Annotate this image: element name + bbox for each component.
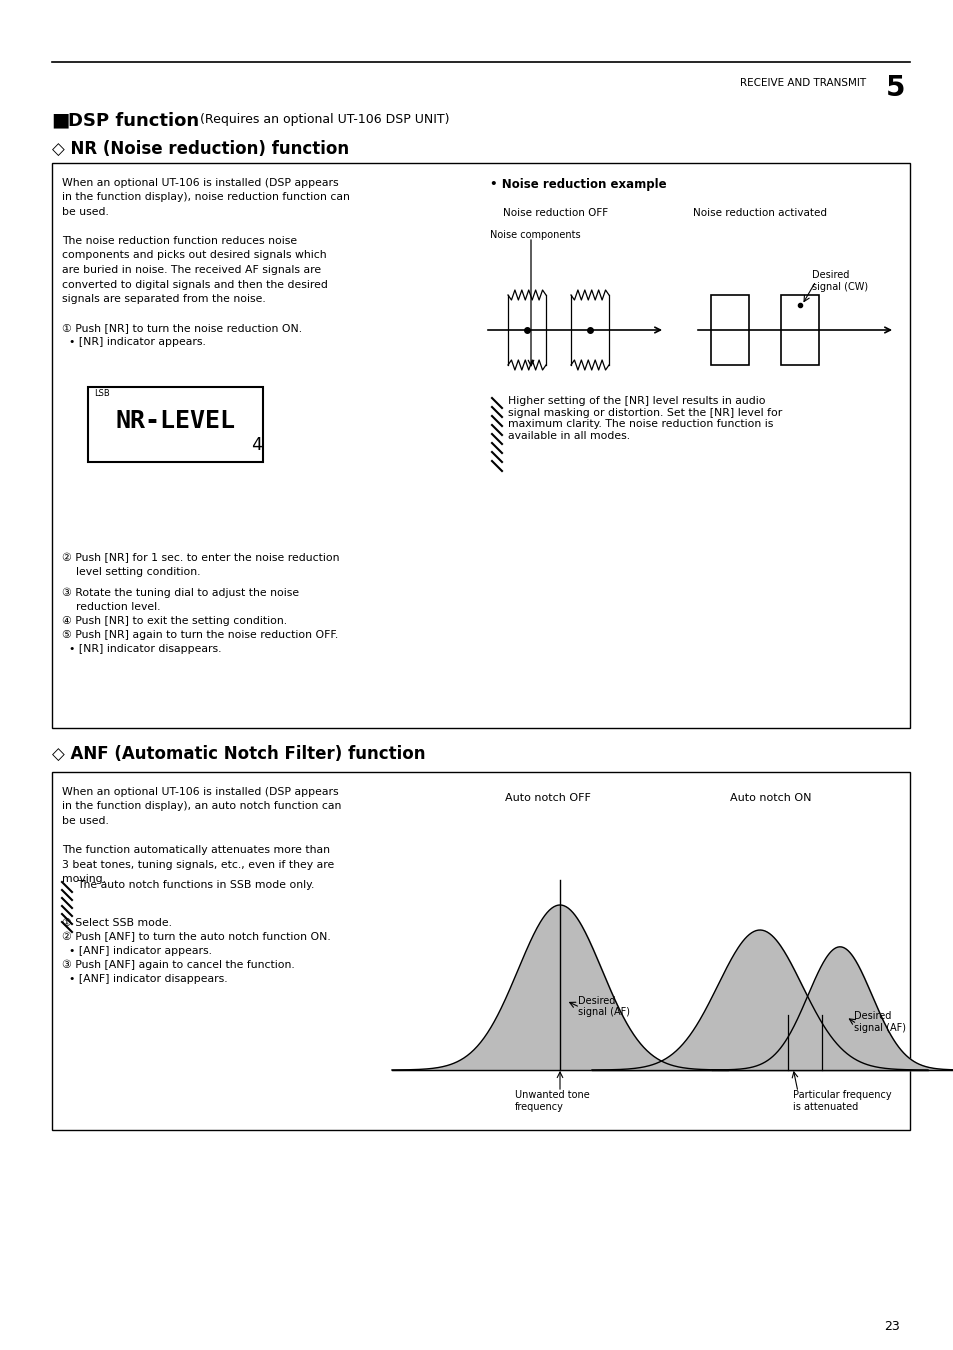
Text: in the function display), noise reduction function can: in the function display), noise reductio… [62,193,350,202]
Text: ② Push [NR] for 1 sec. to enter the noise reduction: ② Push [NR] for 1 sec. to enter the nois… [62,554,339,563]
Text: ③ Push [ANF] again to cancel the function.: ③ Push [ANF] again to cancel the functio… [62,960,294,971]
Text: LSB: LSB [94,389,110,398]
Text: (Requires an optional UT-106 DSP UNIT): (Requires an optional UT-106 DSP UNIT) [195,113,449,126]
Text: 5: 5 [885,74,904,103]
Text: Noise reduction activated: Noise reduction activated [692,208,826,217]
Text: ■: ■ [52,109,77,130]
Text: The function automatically attenuates more than: The function automatically attenuates mo… [62,845,330,855]
Text: ③ Rotate the tuning dial to adjust the noise: ③ Rotate the tuning dial to adjust the n… [62,589,299,598]
Text: Particular frequency
is attenuated: Particular frequency is attenuated [792,1089,891,1111]
Text: 4: 4 [251,436,262,454]
Text: 3 beat tones, tuning signals, etc., even if they are: 3 beat tones, tuning signals, etc., even… [62,860,334,869]
Text: • [ANF] indicator disappears.: • [ANF] indicator disappears. [62,973,228,984]
Text: DSP function: DSP function [68,112,199,130]
Text: 23: 23 [883,1320,899,1332]
Text: ◇ ANF (Automatic Notch Filter) function: ◇ ANF (Automatic Notch Filter) function [52,745,425,763]
Bar [710,296,748,364]
Text: ① Select SSB mode.: ① Select SSB mode. [62,918,172,927]
Text: Noise reduction OFF: Noise reduction OFF [502,208,607,217]
Text: Desired
signal (AF): Desired signal (AF) [578,996,629,1018]
Bar [52,772,909,1130]
Bar [781,296,818,364]
Text: The noise reduction function reduces noise: The noise reduction function reduces noi… [62,236,296,246]
Text: are buried in noise. The received AF signals are: are buried in noise. The received AF sig… [62,265,321,275]
Text: RECEIVE AND TRANSMIT: RECEIVE AND TRANSMIT [740,78,865,88]
Text: • [NR] indicator appears.: • [NR] indicator appears. [62,338,206,347]
Text: ◇ NR (Noise reduction) function: ◇ NR (Noise reduction) function [52,140,349,158]
Text: Desired
signal (CW): Desired signal (CW) [811,270,867,292]
Text: When an optional UT-106 is installed (DSP appears: When an optional UT-106 is installed (DS… [62,787,338,796]
Text: ⑤ Push [NR] again to turn the noise reduction OFF.: ⑤ Push [NR] again to turn the noise redu… [62,630,338,640]
Text: be used.: be used. [62,815,109,826]
Text: ① Push [NR] to turn the noise reduction ON.: ① Push [NR] to turn the noise reduction … [62,323,302,333]
Text: be used.: be used. [62,207,109,217]
Text: Higher setting of the [NR] level results in audio
signal masking or distortion. : Higher setting of the [NR] level results… [507,396,781,441]
Text: in the function display), an auto notch function can: in the function display), an auto notch … [62,802,341,811]
Text: reduction level.: reduction level. [62,602,160,612]
Text: • Noise reduction example: • Noise reduction example [490,178,666,190]
Text: • [ANF] indicator appears.: • [ANF] indicator appears. [62,946,212,956]
Text: moving.: moving. [62,873,106,884]
Text: Auto notch OFF: Auto notch OFF [504,792,590,803]
Text: signals are separated from the noise.: signals are separated from the noise. [62,294,266,304]
Bar [88,387,263,462]
Text: converted to digital signals and then the desired: converted to digital signals and then th… [62,279,328,289]
Text: ④ Push [NR] to exit the setting condition.: ④ Push [NR] to exit the setting conditio… [62,616,287,626]
Text: components and picks out desired signals which: components and picks out desired signals… [62,251,326,261]
Text: Auto notch ON: Auto notch ON [729,792,811,803]
Text: When an optional UT-106 is installed (DSP appears: When an optional UT-106 is installed (DS… [62,178,338,188]
Text: Unwanted tone
frequency: Unwanted tone frequency [515,1089,589,1111]
Text: NR-LEVEL: NR-LEVEL [115,409,235,433]
Text: The auto notch functions in SSB mode only.: The auto notch functions in SSB mode onl… [77,880,314,890]
Text: Desired
signal (AF): Desired signal (AF) [853,1011,905,1033]
Bar [52,163,909,728]
Text: level setting condition.: level setting condition. [62,567,200,576]
Text: ② Push [ANF] to turn the auto notch function ON.: ② Push [ANF] to turn the auto notch func… [62,931,331,942]
Text: • [NR] indicator disappears.: • [NR] indicator disappears. [62,644,221,653]
Text: Noise components: Noise components [490,230,580,240]
